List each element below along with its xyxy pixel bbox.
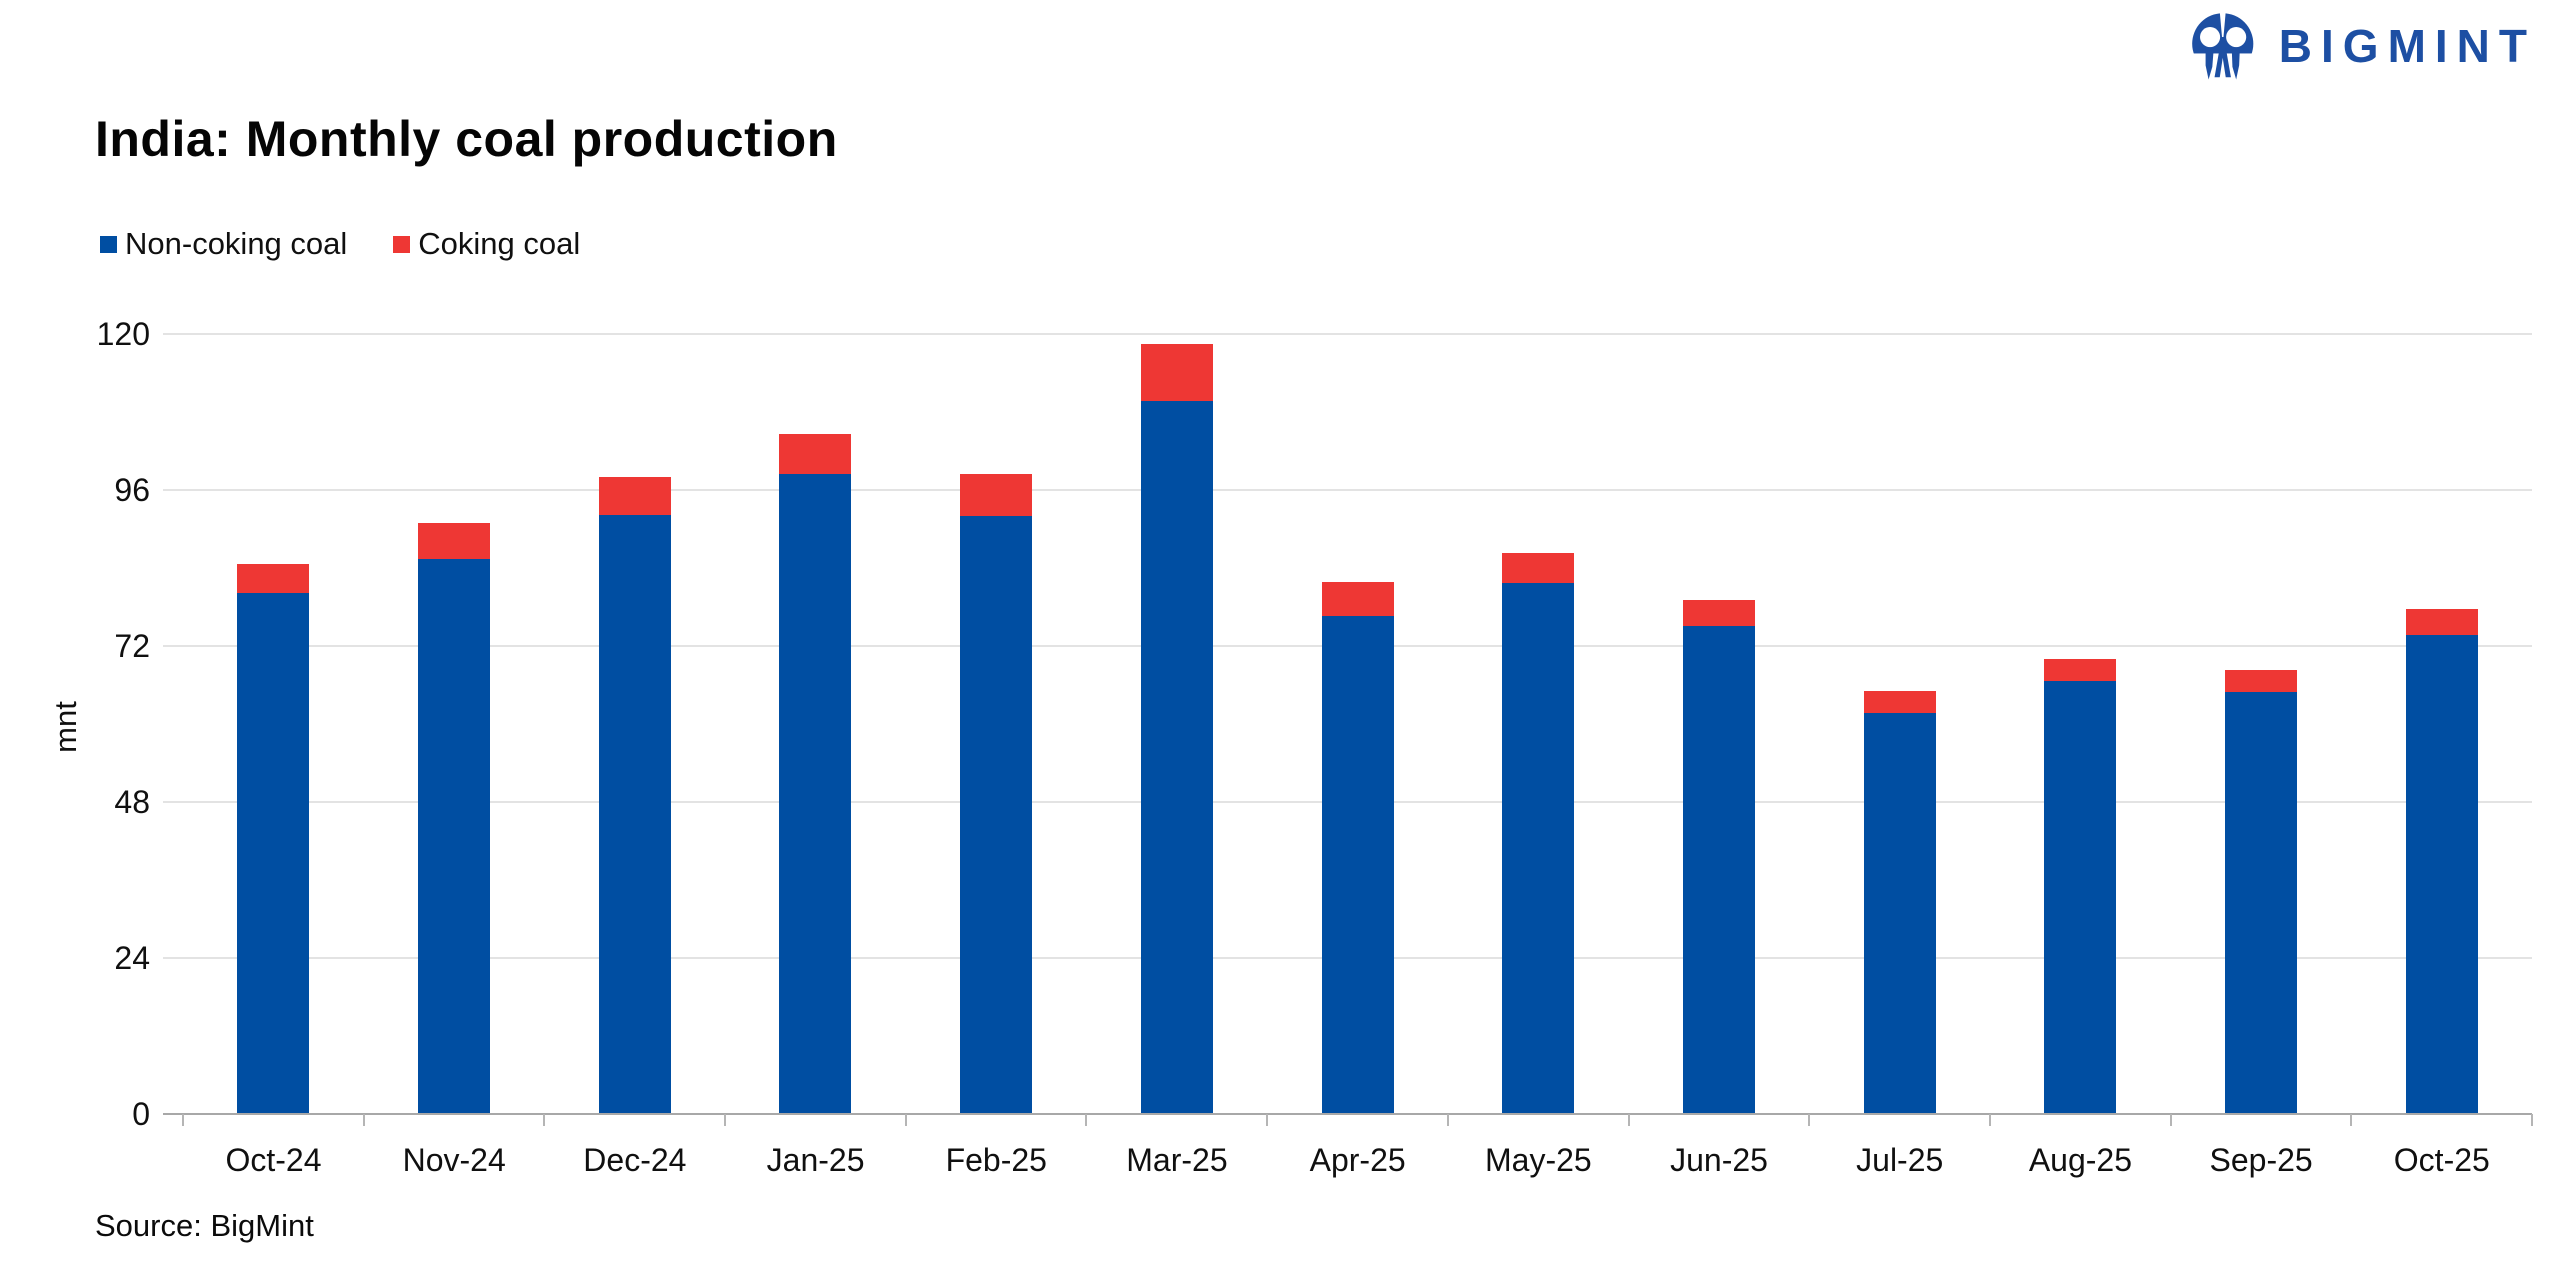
x-axis-tick	[1988, 1114, 1991, 1126]
legend-swatch-coking-icon	[393, 235, 411, 253]
brand-logo: BIGMINT	[2181, 6, 2536, 86]
y-tick-label-24: 24	[114, 940, 150, 976]
legend-label-noncoking: Non-coking coal	[125, 226, 348, 261]
x-tick-label-Oct-25: Oct-25	[2393, 1142, 2490, 1178]
y-tick-label-120: 120	[96, 316, 150, 352]
x-tick-label-Apr-25: Apr-25	[1309, 1142, 1406, 1178]
legend-item-noncoking: Non-coking coal	[100, 226, 347, 262]
bar-segment-noncoking-Apr-25	[1321, 616, 1394, 1113]
bar-segment-noncoking-Jan-25	[779, 474, 852, 1113]
gridline-96	[163, 489, 2532, 491]
bar-segment-noncoking-May-25	[1502, 583, 1575, 1113]
x-axis-tick	[1085, 1114, 1088, 1126]
bar-segment-coking-May-25	[1502, 552, 1575, 584]
bar-segment-coking-Jul-25	[1863, 691, 1936, 714]
bar-segment-noncoking-Jun-25	[1682, 625, 1755, 1113]
bar-segment-noncoking-Dec-24	[598, 515, 671, 1113]
bar-segment-noncoking-Nov-24	[418, 558, 491, 1113]
x-axis-tick	[362, 1114, 365, 1126]
source-note: Source: BigMint	[95, 1208, 314, 1243]
x-tick-label-Jan-25: Jan-25	[766, 1142, 865, 1178]
bar-segment-noncoking-Oct-25	[2405, 635, 2478, 1113]
x-axis-tick	[724, 1114, 727, 1126]
bar-segment-coking-Oct-24	[237, 563, 310, 593]
bar-stack-Aug-25	[2044, 659, 2117, 1113]
plot-area	[163, 333, 2533, 1126]
bar-stack-Sep-25	[2224, 669, 2297, 1113]
x-axis-tick	[2169, 1114, 2172, 1126]
x-axis-tick	[1446, 1114, 1449, 1126]
bar-stack-Nov-24	[418, 522, 491, 1113]
x-tick-label-Nov-24: Nov-24	[402, 1142, 506, 1178]
x-tick-label-Mar-25: Mar-25	[1126, 1142, 1228, 1178]
bar-segment-coking-Dec-24	[598, 477, 671, 515]
y-axis-title: mnt	[48, 701, 83, 753]
bar-segment-coking-Feb-25	[960, 474, 1033, 517]
legend-item-coking: Coking coal	[393, 226, 580, 262]
x-axis-tick	[1266, 1114, 1269, 1126]
x-axis-tick	[2531, 1114, 2533, 1126]
bar-stack-Dec-24	[598, 477, 671, 1113]
bar-segment-coking-Oct-25	[2405, 608, 2478, 636]
x-tick-label-Dec-24: Dec-24	[583, 1142, 687, 1178]
x-tick-label-Oct-24: Oct-24	[225, 1142, 322, 1178]
chart-legend: Non-coking coal Coking coal	[100, 226, 580, 262]
bar-segment-coking-Jun-25	[1682, 600, 1755, 626]
bar-stack-Apr-25	[1321, 581, 1394, 1113]
bar-segment-coking-Jan-25	[779, 434, 852, 475]
x-tick-label-Aug-25: Aug-25	[2028, 1142, 2133, 1178]
bar-segment-noncoking-Sep-25	[2224, 691, 2297, 1113]
bar-segment-coking-Nov-24	[418, 522, 491, 559]
bar-segment-coking-Mar-25	[1140, 344, 1213, 401]
bar-stack-Feb-25	[960, 474, 1033, 1113]
legend-label-coking: Coking coal	[418, 226, 581, 261]
bar-segment-noncoking-Jul-25	[1863, 713, 1936, 1113]
bar-stack-Jan-25	[779, 434, 852, 1113]
page-title: India: Monthly coal production	[95, 111, 838, 167]
bar-stack-Oct-25	[2405, 608, 2478, 1113]
bar-stack-May-25	[1502, 552, 1575, 1113]
bar-segment-noncoking-Aug-25	[2044, 681, 2117, 1113]
bar-segment-noncoking-Oct-24	[237, 593, 310, 1113]
bar-stack-Jun-25	[1682, 600, 1755, 1113]
bar-segment-coking-Apr-25	[1321, 581, 1394, 617]
bar-stack-Oct-24	[237, 563, 310, 1113]
x-axis-line	[163, 1113, 2532, 1115]
y-tick-label-48: 48	[114, 784, 150, 820]
x-tick-label-Jul-25: Jul-25	[1856, 1142, 1944, 1178]
x-tick-label-Feb-25: Feb-25	[945, 1142, 1047, 1178]
y-tick-label-96: 96	[114, 472, 150, 508]
y-tick-label-0: 0	[132, 1096, 150, 1132]
x-tick-label-Jun-25: Jun-25	[1670, 1142, 1768, 1178]
x-tick-label-May-25: May-25	[1484, 1142, 1592, 1178]
bar-segment-coking-Aug-25	[2044, 659, 2117, 682]
bar-stack-Mar-25	[1140, 344, 1213, 1113]
bigmint-emblem-icon	[2188, 11, 2257, 82]
bar-segment-noncoking-Feb-25	[960, 516, 1033, 1113]
gridline-120	[163, 333, 2532, 335]
y-tick-label-72: 72	[114, 628, 150, 664]
bar-segment-coking-Sep-25	[2224, 669, 2297, 692]
x-axis-tick	[904, 1114, 907, 1126]
x-axis-tick	[543, 1114, 546, 1126]
brand-name: BIGMINT	[2278, 20, 2536, 72]
legend-swatch-noncoking-icon	[100, 235, 117, 253]
x-axis-tick	[1627, 1114, 1630, 1126]
bar-stack-Jul-25	[1863, 691, 1936, 1113]
x-axis-tick	[2350, 1114, 2353, 1126]
x-tick-label-Sep-25: Sep-25	[2209, 1142, 2313, 1178]
bar-segment-noncoking-Mar-25	[1140, 400, 1213, 1113]
x-axis-tick	[182, 1114, 184, 1126]
x-axis-tick	[1808, 1114, 1811, 1126]
